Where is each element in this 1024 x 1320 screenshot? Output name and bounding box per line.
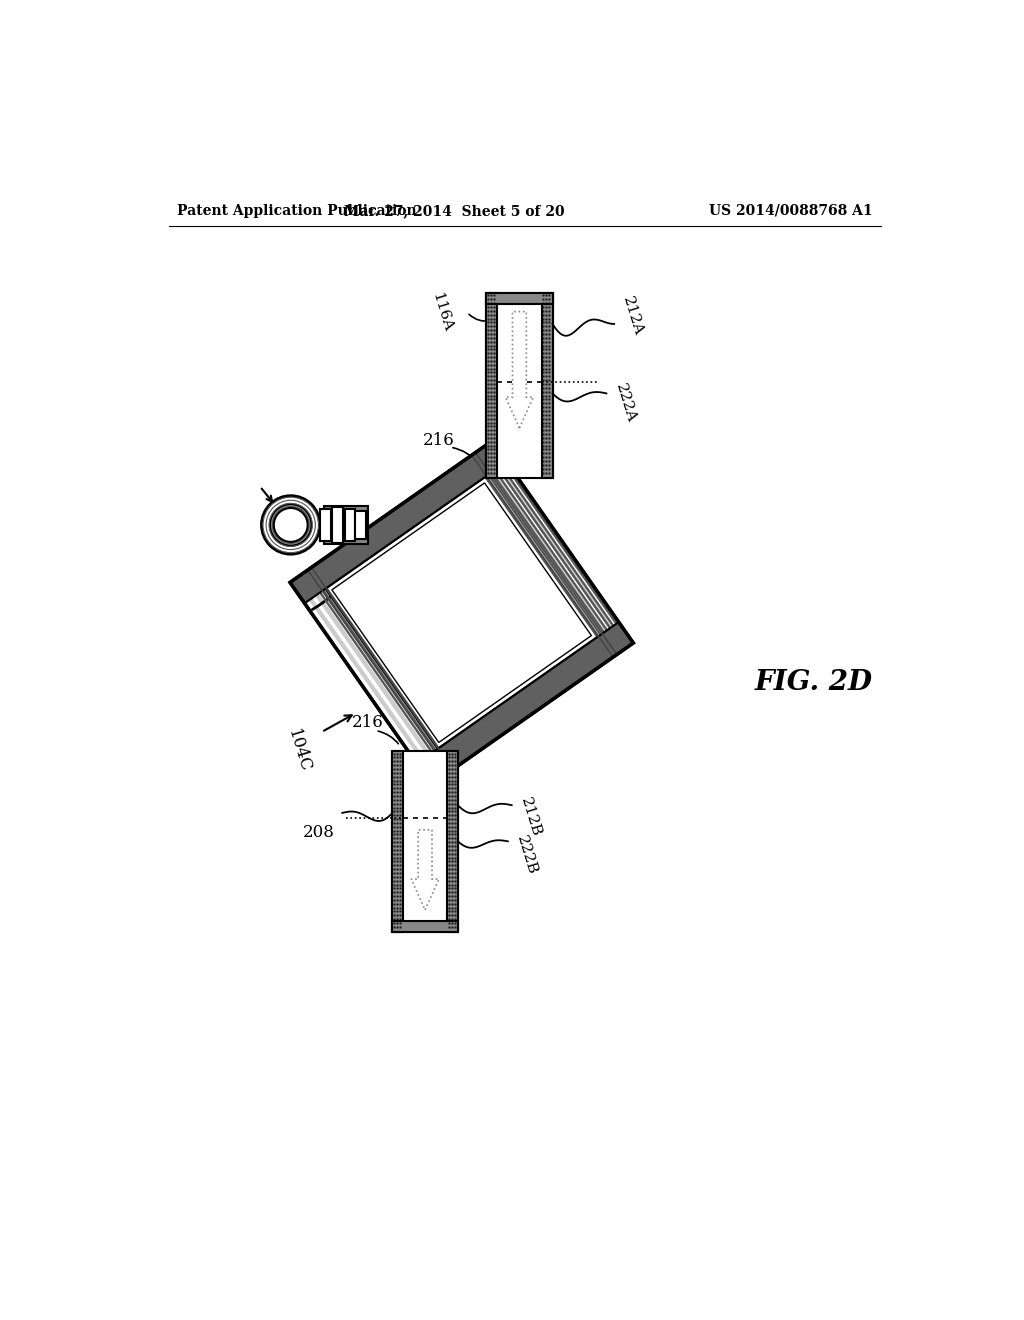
Polygon shape [488,442,632,645]
Polygon shape [483,446,626,648]
Polygon shape [471,455,613,657]
Polygon shape [307,570,450,772]
Polygon shape [319,508,331,541]
Polygon shape [299,577,441,777]
Polygon shape [480,449,623,651]
Text: FIG. 2D: FIG. 2D [755,668,872,696]
Polygon shape [302,574,444,776]
Polygon shape [489,442,633,644]
Polygon shape [392,751,403,932]
Polygon shape [308,569,451,771]
Polygon shape [308,569,451,772]
Polygon shape [333,507,343,543]
Text: 116A: 116A [429,292,454,334]
Polygon shape [355,511,367,539]
Text: Patent Application Publication: Patent Application Publication [177,203,417,218]
Text: 222A: 222A [612,381,638,425]
Polygon shape [470,455,613,659]
Polygon shape [475,453,617,655]
Polygon shape [482,446,626,649]
Polygon shape [290,441,633,784]
Polygon shape [486,293,553,304]
Polygon shape [486,293,497,478]
Text: US 2014/0088768 A1: US 2014/0088768 A1 [710,203,872,218]
Circle shape [261,496,319,554]
Text: Mar. 27, 2014  Sheet 5 of 20: Mar. 27, 2014 Sheet 5 of 20 [344,203,564,218]
Polygon shape [447,751,458,932]
Text: 212A: 212A [621,294,645,338]
Polygon shape [486,445,629,645]
Polygon shape [311,566,454,770]
Polygon shape [332,483,592,742]
Polygon shape [476,451,620,653]
Polygon shape [324,506,368,544]
Polygon shape [311,568,454,770]
Polygon shape [333,507,343,543]
Polygon shape [477,451,620,652]
Polygon shape [474,453,616,655]
Polygon shape [311,568,454,768]
Circle shape [270,504,311,545]
FancyArrow shape [412,830,439,909]
Text: 216: 216 [423,433,455,450]
Polygon shape [319,508,331,541]
Polygon shape [305,572,447,774]
Text: 104C: 104C [284,727,313,775]
Polygon shape [392,751,458,932]
Polygon shape [292,581,435,783]
Polygon shape [326,477,598,748]
Polygon shape [345,508,355,541]
Polygon shape [304,572,447,774]
Text: 208: 208 [303,824,335,841]
Polygon shape [473,453,616,656]
Polygon shape [479,449,623,652]
Circle shape [273,508,307,543]
Polygon shape [355,511,367,539]
Polygon shape [295,578,438,780]
Polygon shape [417,622,633,784]
Polygon shape [290,441,507,603]
Text: 212B: 212B [518,796,543,838]
Text: 222B: 222B [514,834,540,876]
Polygon shape [392,921,458,932]
Polygon shape [486,293,553,478]
FancyArrow shape [506,312,534,428]
Text: 216: 216 [352,714,384,731]
Polygon shape [485,445,629,647]
Polygon shape [345,508,355,541]
Polygon shape [542,293,553,478]
